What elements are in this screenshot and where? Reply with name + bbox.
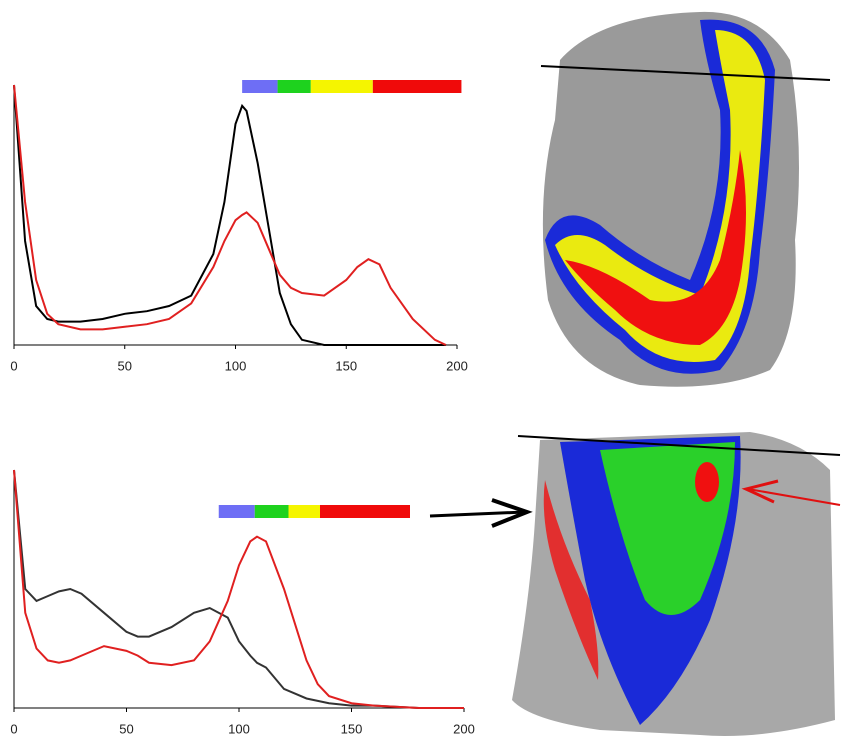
x-tick-label: 0 [10,358,17,373]
x-tick-label: 100 [225,358,247,373]
x-tick-label: 50 [118,358,132,373]
x-tick-label: 150 [335,358,357,373]
x-tick-label: 200 [446,358,468,373]
figure: 0 50 100 150 200 0 50 100 150 200 [0,0,841,746]
render-top [541,12,830,387]
data-line [14,85,446,345]
render-bottom [512,432,840,736]
colorbar-segment [289,505,321,518]
colorbar-segment [373,80,462,93]
colorbar-segment [219,505,255,518]
x-tick-label: 200 [453,721,475,736]
hotspot [695,462,719,502]
x-tick-label: 150 [341,721,363,736]
data-line [14,85,446,345]
colorbar-segment [311,80,373,93]
colorbar-segment [320,505,410,518]
x-tick-label: 50 [119,721,133,736]
colorbar-segment [278,80,311,93]
arrow-black [430,500,527,526]
colorbar-segment [242,80,277,93]
colorbar-segment [255,505,289,518]
x-tick-label: 0 [10,721,17,736]
x-tick-label: 100 [228,721,250,736]
